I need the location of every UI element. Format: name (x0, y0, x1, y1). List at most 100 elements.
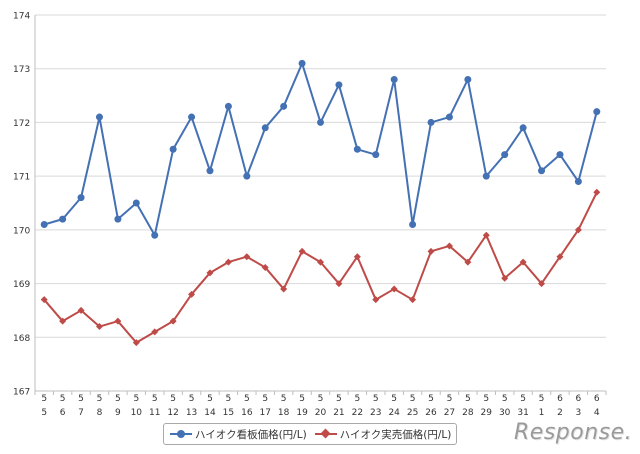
x-tick-day: 19 (296, 408, 308, 418)
data-point (59, 317, 67, 325)
data-point (464, 75, 472, 83)
series-line-0 (43, 62, 598, 237)
data-point (390, 285, 398, 293)
x-tick-month: 5 (354, 394, 360, 404)
x-tick-month: 5 (152, 394, 158, 404)
data-point (317, 118, 324, 126)
x-tick-day: 27 (444, 408, 455, 418)
data-point (372, 151, 380, 159)
x-tick-day: 11 (149, 408, 160, 418)
x-tick-day: 22 (352, 408, 363, 418)
y-tick-label: 170 (13, 226, 30, 236)
plot-area (40, 59, 601, 347)
x-tick-month: 5 (373, 394, 379, 404)
y-axis-ticks: 167 168 169 170 171 172 173 174 (13, 12, 30, 398)
x-tick-day: 25 (407, 408, 418, 418)
data-point (427, 247, 435, 255)
data-point (151, 231, 159, 239)
x-tick-day: 15 (223, 408, 234, 418)
data-point (243, 172, 251, 180)
data-point (132, 199, 140, 207)
data-point (464, 258, 472, 266)
data-point (556, 151, 564, 159)
x-tick-month: 5 (539, 394, 545, 404)
data-point (538, 280, 546, 288)
circle-marker-icon (170, 429, 192, 439)
x-tick-month: 5 (226, 394, 232, 404)
data-point (501, 274, 509, 282)
x-tick-day: 14 (204, 408, 216, 418)
x-tick-day: 10 (131, 408, 143, 418)
data-point (593, 188, 601, 196)
x-tick-day: 9 (115, 408, 121, 418)
data-point (353, 145, 361, 153)
data-point (335, 280, 343, 288)
x-tick-day: 20 (315, 408, 327, 418)
x-tick-day: 7 (78, 408, 84, 418)
data-point (445, 113, 453, 121)
data-point (261, 263, 269, 271)
x-tick-day: 23 (370, 408, 381, 418)
x-tick-month: 5 (97, 394, 103, 404)
data-point (280, 102, 288, 110)
x-tick-month: 5 (78, 394, 84, 404)
x-tick-day: 31 (517, 408, 528, 418)
y-tick-label: 167 (13, 388, 30, 398)
x-tick-month: 5 (318, 394, 324, 404)
x-tick-day: 26 (425, 408, 437, 418)
x-tick-day: 12 (167, 408, 178, 418)
data-point (519, 124, 527, 132)
x-tick-day: 8 (97, 408, 103, 418)
x-tick-month: 5 (115, 394, 121, 404)
x-tick-month: 5 (262, 394, 268, 404)
x-tick-month: 5 (207, 394, 213, 404)
data-point (574, 226, 582, 234)
x-tick-month: 5 (170, 394, 176, 404)
data-point (151, 328, 159, 336)
x-tick-day: 17 (260, 408, 271, 418)
data-point (114, 215, 122, 223)
data-point (77, 306, 85, 314)
x-tick-day: 16 (241, 408, 253, 418)
x-tick-day: 4 (594, 408, 600, 418)
x-tick-month: 5 (502, 394, 508, 404)
x-tick-day: 1 (539, 408, 545, 418)
x-tick-day: 30 (499, 408, 511, 418)
x-tick-day: 21 (333, 408, 344, 418)
series-line-1 (43, 191, 598, 344)
x-tick-month: 5 (299, 394, 305, 404)
legend-item-signboard: ハイオク看板価格(円/L) (170, 427, 307, 442)
data-point (206, 167, 214, 175)
data-point (261, 124, 269, 132)
x-tick-day: 5 (41, 408, 47, 418)
y-tick-label: 173 (13, 65, 30, 75)
x-tick-day: 6 (60, 408, 66, 418)
data-point (243, 253, 251, 261)
x-tick-month: 5 (189, 394, 195, 404)
x-tick-day: 3 (576, 408, 582, 418)
data-point (519, 258, 527, 266)
data-point (501, 151, 509, 159)
response-logo: Response. (514, 420, 634, 450)
data-point (409, 220, 417, 228)
data-point (40, 220, 48, 228)
data-point (538, 167, 546, 175)
data-point (353, 253, 361, 261)
legend-label-signboard: ハイオク看板価格(円/L) (195, 428, 307, 441)
data-point (317, 258, 324, 266)
x-tick-month: 6 (576, 394, 582, 404)
x-tick-day: 24 (388, 408, 400, 418)
data-point (40, 296, 48, 304)
data-point (427, 118, 435, 126)
x-tick-month: 5 (410, 394, 416, 404)
x-tick-day: 2 (557, 408, 563, 418)
data-point (95, 323, 103, 331)
data-point (409, 296, 417, 304)
data-point (114, 317, 122, 325)
grid-lines (34, 14, 606, 392)
x-tick-day: 18 (278, 408, 290, 418)
x-tick-month: 6 (557, 394, 563, 404)
data-point (224, 102, 232, 110)
data-point (482, 231, 490, 239)
data-point (188, 113, 196, 121)
